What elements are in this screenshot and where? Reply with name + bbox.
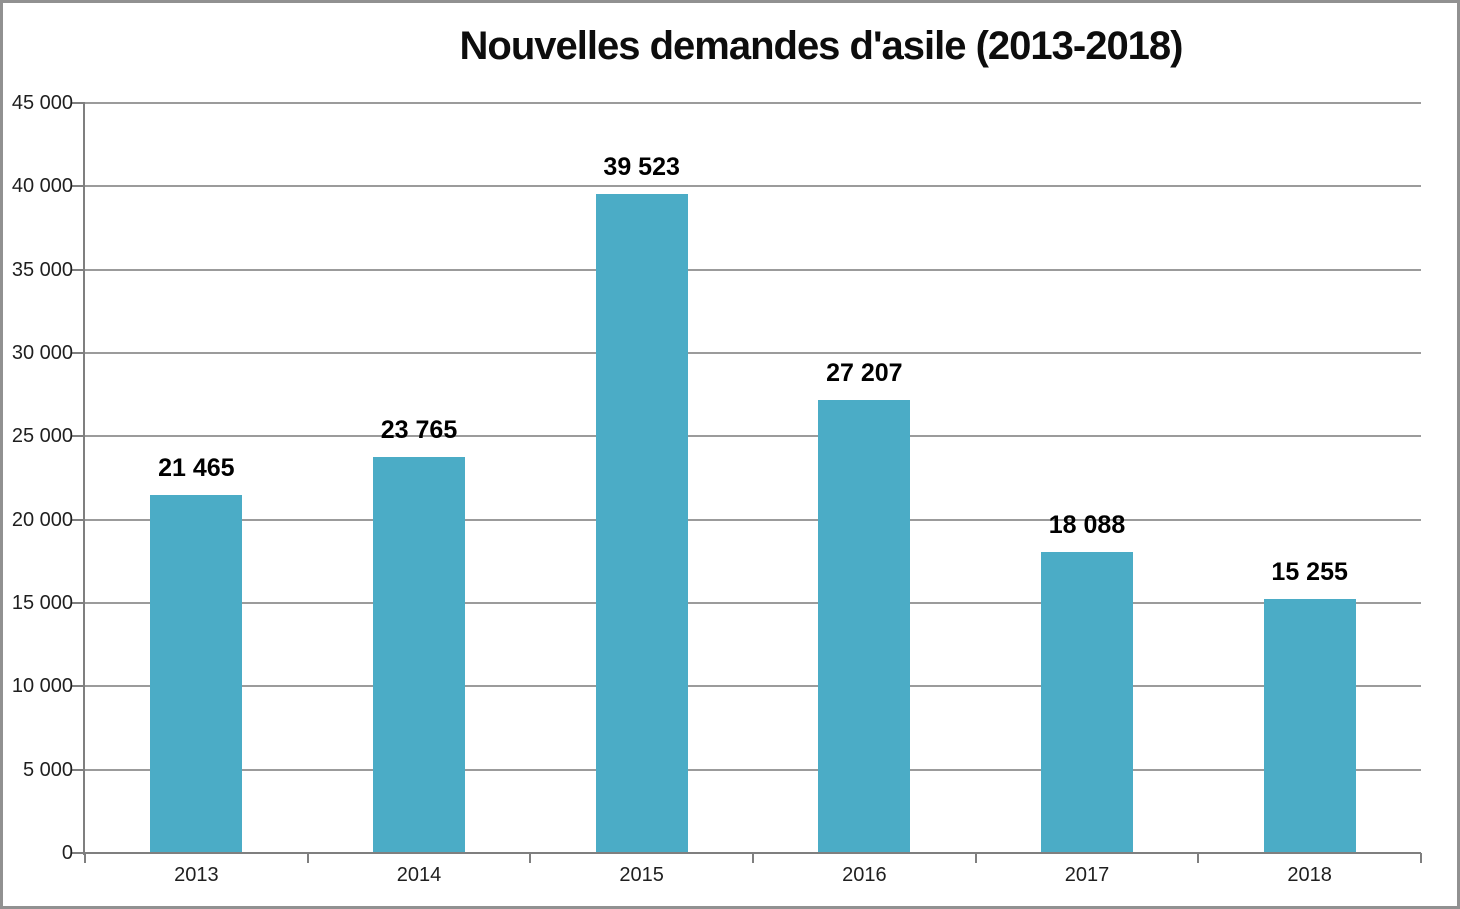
y-gridline	[85, 768, 1421, 771]
x-axis-tick	[1197, 853, 1200, 863]
y-gridline	[85, 102, 1421, 104]
y-axis-tick	[72, 768, 85, 771]
y-axis-tick	[72, 352, 85, 354]
y-gridline	[85, 268, 1421, 271]
bar-value-label: 23 765	[380, 415, 458, 444]
y-gridline	[85, 685, 1421, 688]
y-axis-tick-label: 45 000	[11, 92, 73, 114]
x-axis-tick	[752, 853, 754, 863]
bar-2014	[373, 456, 465, 853]
y-gridline	[85, 435, 1421, 438]
y-axis-tick	[72, 518, 85, 521]
x-axis-category-label: 2015	[619, 864, 664, 886]
bar-value-label: 27 207	[826, 358, 903, 387]
x-axis-category-label: 2016	[842, 864, 887, 886]
y-axis-line	[83, 103, 85, 855]
y-axis-tick-label: 5 000	[22, 758, 73, 781]
x-axis-category-label: 2018	[1287, 864, 1332, 886]
y-axis-tick	[72, 685, 85, 688]
y-gridline	[85, 185, 1421, 188]
y-axis-tick	[72, 185, 85, 188]
x-axis-category-label: 2014	[396, 864, 442, 886]
bar-2016	[818, 399, 911, 853]
y-axis-tick	[72, 602, 85, 604]
y-axis-tick	[72, 435, 85, 438]
chart-title: Nouvelles demandes d'asile (2013-2018)	[459, 24, 1184, 68]
y-axis-tick-label: 25 000	[11, 425, 73, 448]
bar-2017	[1041, 551, 1133, 853]
bar-value-label: 18 088	[1048, 510, 1126, 539]
y-axis-tick-label: 15 000	[11, 592, 73, 614]
y-axis-tick-label: 0	[61, 842, 73, 864]
y-gridline	[85, 352, 1421, 354]
y-axis-tick-label: 35 000	[11, 258, 73, 281]
y-axis-tick	[72, 268, 85, 271]
y-axis-tick	[72, 102, 85, 104]
x-axis-tick	[529, 853, 532, 863]
y-gridline	[85, 518, 1421, 521]
bar-value-label: 39 523	[603, 153, 680, 182]
bar-2018	[1263, 598, 1356, 853]
y-axis-tick-label: 40 000	[11, 175, 73, 198]
y-axis-tick	[72, 852, 85, 854]
bar-value-label: 21 465	[158, 454, 235, 483]
y-axis-tick-label: 20 000	[11, 508, 73, 531]
x-axis-tick	[84, 853, 86, 863]
x-axis-category-label: 2017	[1064, 864, 1110, 886]
y-axis-tick-label: 30 000	[11, 342, 73, 364]
x-axis-tick	[974, 853, 977, 863]
y-gridline	[85, 602, 1421, 604]
bar-value-label: 15 255	[1271, 557, 1348, 586]
bar-2015	[595, 194, 688, 853]
x-axis-tick	[1420, 853, 1422, 863]
y-axis-tick-label: 10 000	[11, 675, 73, 698]
x-axis-category-label: 2013	[174, 864, 219, 886]
bar-2013	[150, 495, 243, 853]
x-axis-tick	[306, 853, 309, 863]
